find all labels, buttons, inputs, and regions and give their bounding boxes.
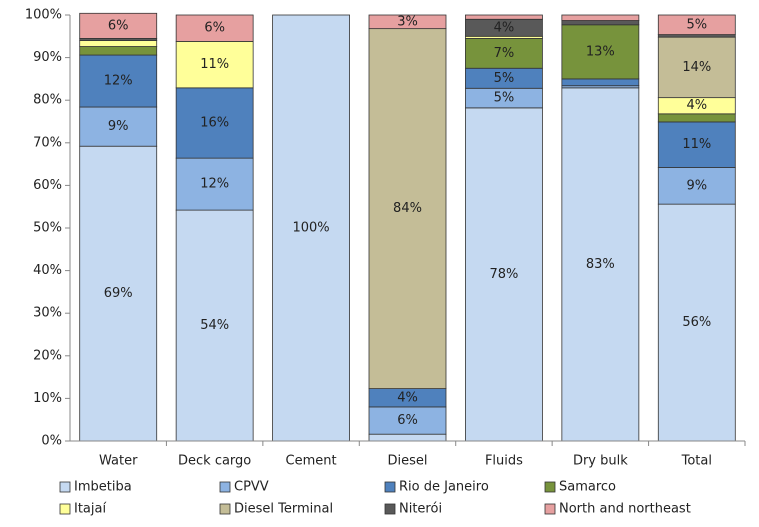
data-label: 9% [108, 119, 129, 134]
legend-swatch [384, 503, 396, 515]
x-tick-label: Fluids [485, 454, 523, 469]
legend-label: Samarco [559, 480, 616, 495]
bar-segment [561, 24, 640, 80]
data-label: 6% [108, 18, 129, 33]
x-tick-label: Diesel [387, 454, 427, 469]
data-label: 100% [292, 221, 329, 236]
bar-segment [561, 78, 640, 87]
data-label: 3% [397, 14, 418, 29]
legend-swatch [384, 481, 396, 493]
data-label: 14% [682, 60, 711, 75]
legend-label: Niterói [399, 502, 442, 517]
legend-swatch [219, 481, 231, 493]
bar-segment [175, 87, 254, 159]
bar-segment [79, 12, 158, 39]
y-tick-label: 0% [41, 434, 62, 449]
data-label: 6% [397, 413, 418, 428]
y-tick-label: 20% [33, 348, 62, 363]
bar-segment [79, 40, 158, 47]
bar-segment [561, 14, 640, 21]
x-tick-label: Water [99, 454, 138, 469]
data-label: 5% [494, 71, 515, 86]
data-label: 16% [200, 115, 229, 130]
bar-segment [657, 167, 736, 205]
x-tick-label: Dry bulk [573, 454, 628, 469]
bar-segment [175, 209, 254, 442]
legend-swatch [544, 481, 556, 493]
legend-swatch [59, 481, 71, 493]
data-label: 83% [586, 257, 615, 272]
legend-label: CPVV [234, 480, 269, 495]
legend-label: Imbetiba [74, 480, 132, 495]
bar-segment [465, 14, 543, 20]
y-tick-label: 10% [33, 391, 62, 406]
legend-label: Diesel Terminal [234, 502, 333, 517]
legend-swatch [59, 503, 71, 515]
bar-segment [561, 87, 640, 442]
legend-label: Rio de Janeiro [399, 480, 489, 495]
bar-segment [175, 157, 254, 211]
y-tick-label: 60% [33, 178, 62, 193]
bar-segment [561, 20, 640, 26]
bar-segment [368, 433, 447, 442]
bar-segment [79, 46, 158, 56]
x-tick-label: Total [681, 454, 712, 469]
data-label: 13% [586, 44, 615, 59]
bar-segment [368, 406, 447, 435]
data-label: 7% [494, 46, 515, 61]
legend-swatch [544, 503, 556, 515]
data-label: 12% [200, 177, 229, 192]
bar-segment [657, 36, 736, 99]
data-label: 6% [204, 21, 225, 36]
data-label: 5% [494, 91, 515, 106]
data-label: 9% [686, 178, 707, 193]
y-tick-label: 100% [25, 8, 62, 23]
data-label: 4% [397, 390, 418, 405]
data-label: 5% [686, 17, 707, 32]
bar-segment [79, 145, 158, 442]
data-label: 12% [104, 74, 133, 89]
data-label: 4% [494, 20, 515, 35]
bar-segment [465, 107, 543, 442]
data-label: 78% [489, 267, 518, 282]
y-tick-label: 30% [33, 306, 62, 321]
y-tick-label: 70% [33, 135, 62, 150]
data-label: 56% [682, 315, 711, 330]
bar-segment [175, 41, 254, 89]
y-tick-label: 80% [33, 93, 62, 108]
data-label: 11% [200, 57, 229, 72]
bar-segment [657, 203, 736, 442]
x-tick-label: Deck cargo [178, 454, 251, 469]
legend-label: North and northeast [559, 502, 691, 517]
data-label: 54% [200, 318, 229, 333]
bar-segment [465, 38, 543, 69]
y-tick-label: 40% [33, 263, 62, 278]
bar-segment [657, 14, 736, 35]
data-label: 11% [682, 137, 711, 152]
bar-segment [657, 113, 736, 123]
legend-label: Itajaí [74, 502, 106, 517]
bar-segment [368, 28, 447, 390]
bar-segment [272, 14, 350, 442]
data-label: 84% [393, 201, 422, 216]
x-tick-label: Cement [286, 454, 337, 469]
data-label: 4% [686, 98, 707, 113]
legend-swatch [219, 503, 231, 515]
data-label: 69% [104, 286, 133, 301]
bar-segment [368, 14, 447, 30]
y-tick-label: 90% [33, 50, 62, 65]
bar-segment [175, 14, 254, 42]
y-tick-label: 50% [33, 221, 62, 236]
bar-segment [657, 121, 736, 168]
